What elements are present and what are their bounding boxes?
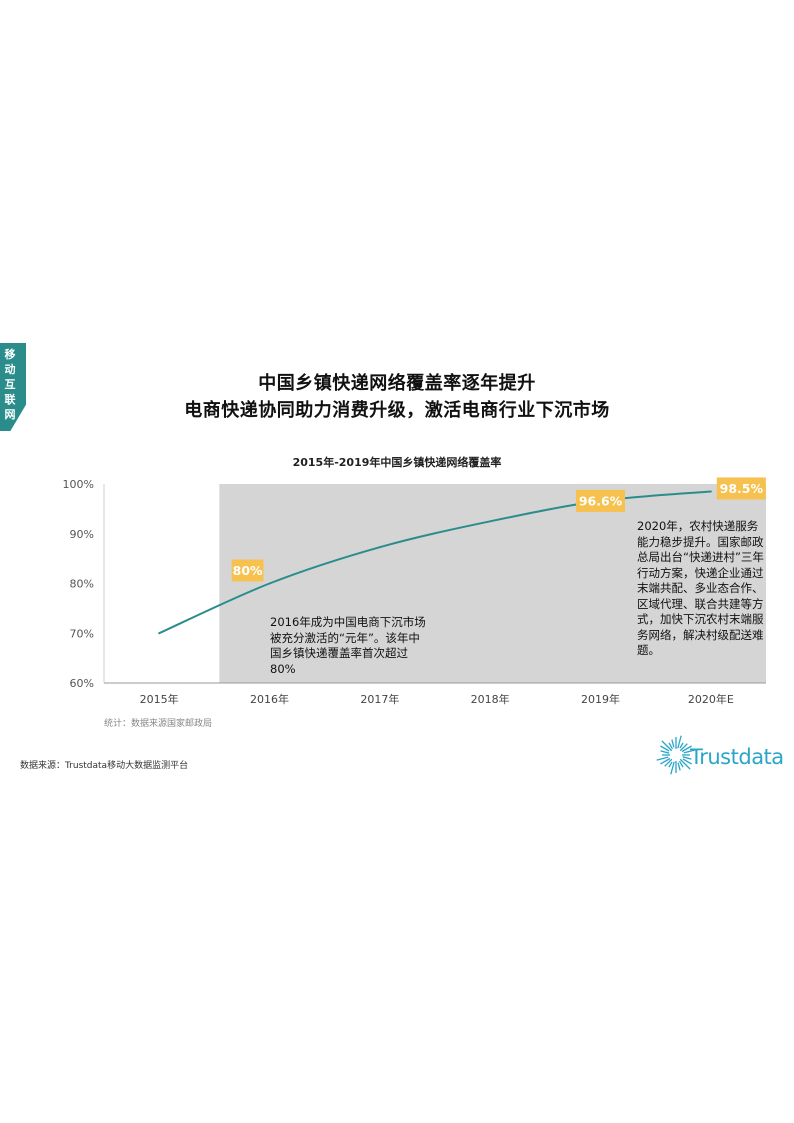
x-tick-label: 2020年E	[688, 692, 734, 706]
data-point	[378, 546, 381, 549]
callout-box	[231, 559, 264, 582]
callout-box	[576, 489, 625, 512]
stat-note: 统计：数据来源国家邮政局	[104, 719, 213, 729]
side-section-label: 移动互联网	[4, 348, 16, 421]
shaded-region	[219, 484, 767, 683]
data-point	[489, 520, 492, 523]
coverage-line-chart: 60% 70% 80% 90% 100% 2015年 2016年 2017年 2018年 2019…	[63, 477, 767, 706]
annotation-2016: 2016年成为中国电商下沉市场被充分激活的“元年”。该年中国乡镇快递覆盖率首次超…	[270, 615, 426, 676]
page-title-line2: 电商快递协同助力消费升级，激活电商行业下沉市场	[184, 400, 610, 421]
callout-label: 98.5%	[720, 481, 764, 496]
data-point	[158, 632, 161, 635]
x-tick-label: 2015年	[140, 692, 179, 706]
data-point	[268, 582, 271, 585]
y-tick-label: 90%	[70, 528, 94, 541]
side-section-tab: 移动互联网	[0, 343, 26, 431]
trustdata-logo: Trustdata	[656, 733, 786, 777]
callout-box	[716, 477, 766, 500]
x-tick-label: 2019年	[581, 692, 620, 706]
data-source: 数据来源：Trustdata移动大数据监测平台	[20, 761, 189, 771]
callout-label: 80%	[233, 563, 263, 578]
page-title-line1: 中国乡镇快递网络覆盖率逐年提升	[258, 373, 536, 394]
x-tick-label: 2018年	[471, 692, 510, 706]
y-tick-label: 60%	[70, 677, 94, 690]
starburst-icon	[656, 735, 696, 775]
chart-title: 2015年-2019年中国乡镇快递网络覆盖率	[292, 456, 502, 469]
y-tick-label: 70%	[70, 627, 94, 640]
x-tick-label: 2016年	[250, 692, 289, 706]
y-tick-label: 100%	[63, 478, 94, 491]
annotation-2020: 2020年，农村快递服务能力稳步提升。国家邮政总局出台“快递进村”三年行动方案，…	[637, 519, 764, 657]
y-tick-label: 80%	[70, 578, 94, 591]
x-tick-label: 2017年	[360, 692, 399, 706]
logo-text: Trustdata	[690, 745, 784, 769]
callout-label: 96.6%	[579, 493, 623, 508]
data-point	[709, 490, 712, 493]
